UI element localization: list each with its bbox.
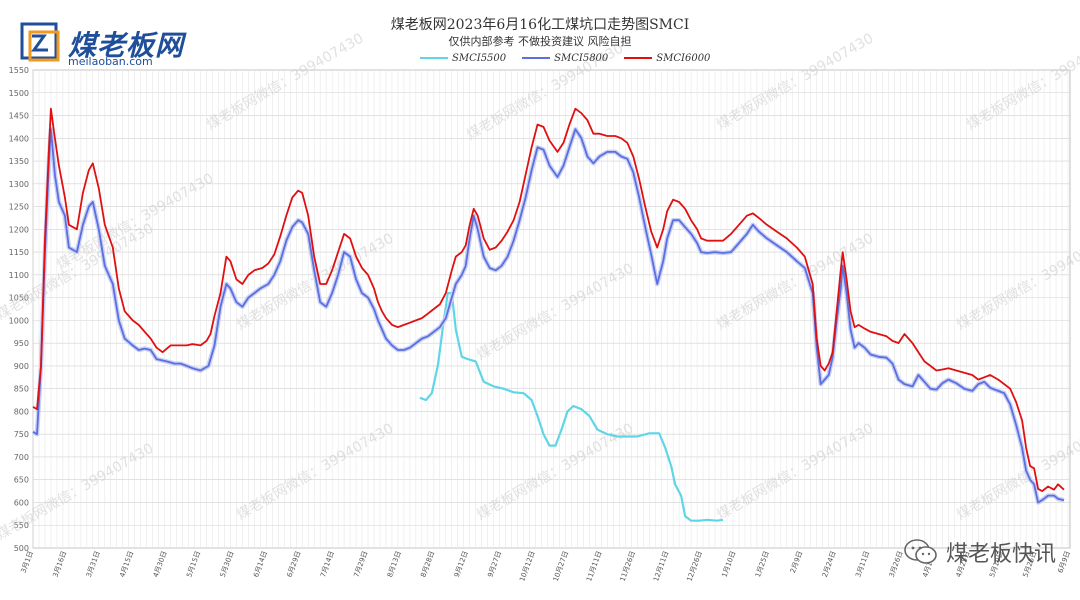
y-tick-label: 1300 bbox=[9, 180, 29, 189]
wechat-icon bbox=[904, 539, 937, 564]
legend-item-smci6000: SMCI6000 bbox=[624, 53, 710, 64]
x-tick-label: 6月9日 bbox=[1057, 550, 1072, 574]
x-tick-label: 6月14日 bbox=[252, 550, 269, 578]
y-tick-label: 1350 bbox=[9, 157, 29, 166]
x-tick-label: 8月13日 bbox=[386, 550, 403, 578]
y-tick-label: 900 bbox=[14, 362, 29, 371]
x-tick-label: 3月16日 bbox=[51, 550, 68, 578]
legend-swatch-smci5800 bbox=[522, 57, 551, 59]
y-tick-label: 650 bbox=[14, 476, 29, 485]
y-tick-label: 1500 bbox=[9, 89, 29, 98]
x-tick-label: 10月27日 bbox=[552, 550, 570, 583]
x-tick-label: 9月12日 bbox=[453, 550, 470, 578]
x-tick-label: 9月27日 bbox=[486, 550, 503, 578]
x-tick-label: 3月1日 bbox=[20, 550, 35, 574]
y-tick-label: 950 bbox=[14, 339, 29, 348]
x-tick-label: 2月9日 bbox=[789, 550, 804, 574]
y-tick-label: 1000 bbox=[9, 316, 29, 325]
badge-text: 煤老板快讯 bbox=[945, 542, 1056, 567]
y-tick-label: 1450 bbox=[9, 112, 29, 121]
x-tick-label: 6月29日 bbox=[286, 550, 303, 578]
y-tick-label: 1150 bbox=[9, 248, 29, 257]
chart-title: 煤老板网2023年6月16化工煤坑口走势图SMCI bbox=[390, 17, 690, 33]
x-tick-label: 11月26日 bbox=[619, 550, 637, 583]
x-tick-label: 4月15日 bbox=[118, 550, 135, 578]
x-tick-label: 8月28日 bbox=[419, 550, 436, 578]
y-tick-label: 500 bbox=[14, 544, 29, 553]
x-tick-label: 5月15日 bbox=[185, 550, 202, 578]
y-tick-label: 1050 bbox=[9, 294, 29, 303]
y-tick-label: 1550 bbox=[9, 66, 29, 75]
y-tick-label: 800 bbox=[14, 407, 29, 416]
legend-label-smci5500: SMCI5500 bbox=[452, 52, 507, 64]
x-tick-label: 1月25日 bbox=[754, 550, 771, 578]
series-line-smci6000 bbox=[32, 107, 1065, 492]
logo-brand: 煤老板网 bbox=[68, 29, 185, 62]
logo: 煤老板网 meilaoban.com bbox=[20, 22, 205, 70]
x-tick-label: 3月31日 bbox=[85, 550, 102, 578]
logo-url: meilaoban.com bbox=[68, 55, 153, 68]
x-tick-label: 2月24日 bbox=[821, 550, 838, 578]
x-tick-label: 5月30日 bbox=[219, 550, 236, 578]
y-tick-label: 1100 bbox=[9, 271, 29, 280]
legend-swatch-smci6000 bbox=[624, 57, 653, 59]
y-tick-label: 700 bbox=[14, 453, 29, 462]
y-tick-label: 750 bbox=[14, 430, 29, 439]
chart-legend: SMCI5500 SMCI5800 SMCI6000 bbox=[420, 50, 710, 66]
x-tick-label: 7月14日 bbox=[319, 550, 336, 578]
y-tick-label: 850 bbox=[14, 385, 29, 394]
x-tick-label: 1月10日 bbox=[720, 550, 737, 578]
logo-mark-icon bbox=[20, 22, 60, 62]
chart-subtitle: 仅供内部参考 不做投资建议 风险自担 bbox=[448, 35, 632, 48]
x-tick-label: 7月29日 bbox=[353, 550, 370, 578]
y-tick-label: 1200 bbox=[9, 225, 29, 234]
legend-item-smci5500: SMCI5500 bbox=[420, 53, 506, 64]
y-tick-label: 1400 bbox=[9, 134, 29, 143]
x-tick-label: 12月26日 bbox=[686, 550, 704, 583]
x-tick-label: 10月12日 bbox=[518, 550, 536, 583]
y-tick-label: 1250 bbox=[9, 203, 29, 212]
legend-label-smci6000: SMCI6000 bbox=[656, 52, 711, 64]
x-tick-label: 3月11日 bbox=[854, 550, 871, 578]
series-line-smci5500 bbox=[419, 292, 724, 522]
y-tick-label: 600 bbox=[14, 498, 29, 507]
x-tick-label: 4月30日 bbox=[152, 550, 169, 578]
legend-label-smci5800: SMCI5800 bbox=[554, 52, 609, 64]
x-tick-label: 3月26日 bbox=[888, 550, 905, 578]
plot-area bbox=[32, 69, 1071, 549]
x-tick-label: 12月11日 bbox=[652, 550, 670, 583]
series-line-smci5800 bbox=[32, 128, 1065, 504]
wechat-badge: 煤老板快讯 bbox=[904, 536, 1056, 568]
y-tick-label: 550 bbox=[14, 521, 29, 530]
legend-swatch-smci5500 bbox=[420, 57, 448, 59]
legend-item-smci5800: SMCI5800 bbox=[522, 53, 608, 64]
x-tick-label: 11月11日 bbox=[585, 550, 603, 583]
